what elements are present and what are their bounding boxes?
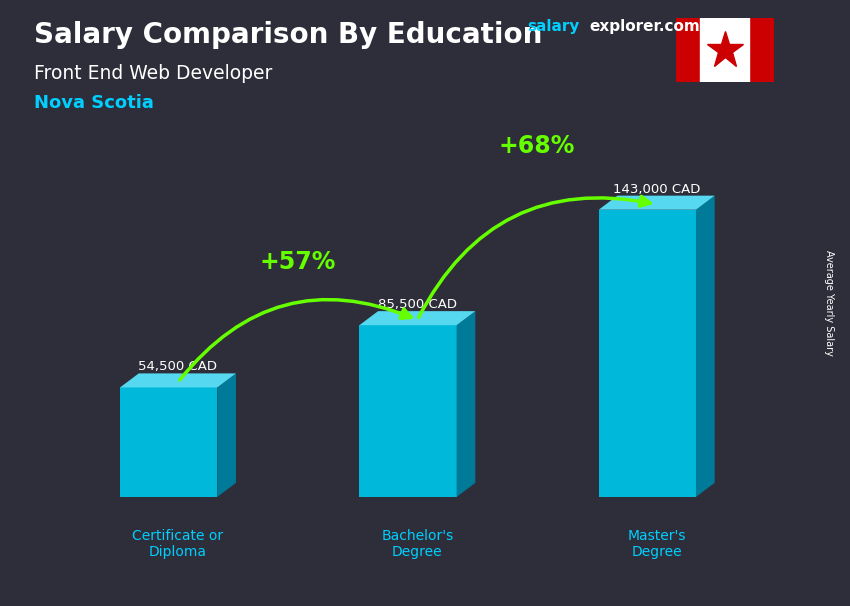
Bar <box>749 18 774 82</box>
Text: 54,500 CAD: 54,500 CAD <box>139 361 218 373</box>
Text: 85,500 CAD: 85,500 CAD <box>378 298 456 311</box>
Polygon shape <box>360 311 475 325</box>
Text: Bachelor's
Degree: Bachelor's Degree <box>381 528 453 559</box>
Polygon shape <box>598 196 715 210</box>
Bar <box>676 18 700 82</box>
FancyBboxPatch shape <box>120 387 218 497</box>
Polygon shape <box>120 373 236 387</box>
Text: Salary Comparison By Education: Salary Comparison By Education <box>34 21 542 49</box>
Text: explorer.com: explorer.com <box>589 19 700 35</box>
Text: salary: salary <box>527 19 580 35</box>
FancyBboxPatch shape <box>360 325 456 497</box>
FancyBboxPatch shape <box>598 210 696 497</box>
Text: +57%: +57% <box>259 250 336 274</box>
Polygon shape <box>456 311 475 497</box>
Text: 143,000 CAD: 143,000 CAD <box>613 182 700 196</box>
Text: Front End Web Developer: Front End Web Developer <box>34 64 272 82</box>
Bar <box>700 18 749 82</box>
Text: Master's
Degree: Master's Degree <box>627 528 686 559</box>
Polygon shape <box>696 196 715 497</box>
Text: Average Yearly Salary: Average Yearly Salary <box>824 250 834 356</box>
Text: +68%: +68% <box>499 135 575 158</box>
Text: Nova Scotia: Nova Scotia <box>34 94 154 112</box>
Text: Certificate or
Diploma: Certificate or Diploma <box>133 528 224 559</box>
Polygon shape <box>218 373 236 497</box>
